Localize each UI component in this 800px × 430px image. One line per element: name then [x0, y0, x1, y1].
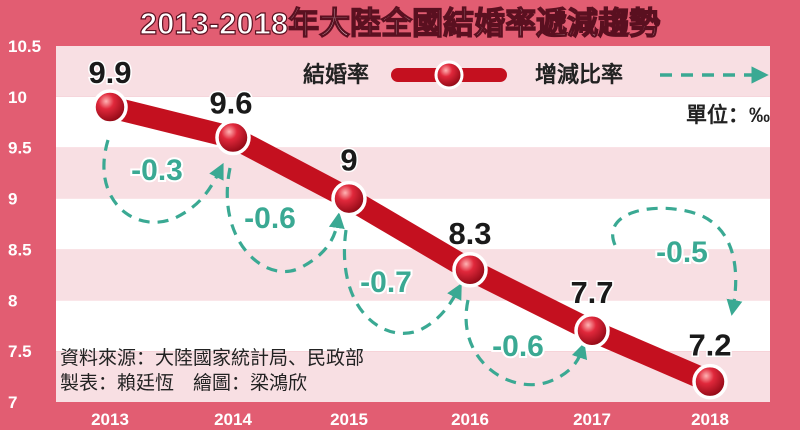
y-tick-label: 9.5: [8, 139, 32, 158]
y-axis: 7 7.5 8 8.5 9 9.5 10 10.5: [8, 37, 41, 412]
y-tick-label: 7: [8, 393, 17, 412]
y-tick-label: 8.5: [8, 240, 32, 259]
plot-band: [56, 249, 770, 301]
data-label: 9.9: [88, 55, 131, 90]
y-tick-label: 9: [8, 190, 17, 209]
legend-label-rate: 結婚率: [303, 62, 369, 87]
change-arrow: [611, 206, 743, 316]
series-line: [99, 96, 721, 393]
x-tick-label: 2015: [330, 410, 368, 429]
data-point: [92, 89, 128, 125]
change-label: -0.7: [360, 266, 412, 299]
plot-bands: [56, 46, 770, 402]
data-point: [574, 313, 610, 349]
change-arrow: [464, 299, 588, 387]
data-label: 9.6: [209, 86, 252, 121]
data-label: 8.3: [448, 216, 491, 251]
data-point: [331, 180, 367, 217]
legend-rate-marker: [434, 60, 464, 90]
data-label: 7.7: [570, 275, 613, 310]
change-arrows: -0.3 -0.6 -0.7 -0.6 -0.5: [102, 139, 743, 387]
x-axis: 2013 2014 2015 2016 2017 2018: [91, 410, 729, 429]
change-label: -0.5: [656, 236, 708, 269]
x-tick-label: 2014: [214, 410, 252, 429]
x-tick-label: 2016: [451, 410, 489, 429]
x-tick-label: 2017: [573, 410, 611, 429]
plot-band: [56, 147, 770, 199]
unit-label: 單位：‰: [686, 103, 770, 127]
change-arrow: [342, 229, 462, 335]
legend-label-change: 增減比率: [535, 62, 623, 87]
change-label: -0.6: [492, 330, 544, 363]
y-tick-label: 7.5: [8, 342, 32, 361]
change-arrow: [225, 167, 345, 274]
y-tick-label: 8: [8, 291, 17, 310]
y-tick-label: 10.5: [8, 37, 41, 56]
change-label: -0.3: [131, 154, 183, 187]
data-point: [692, 363, 728, 400]
data-point: [452, 252, 488, 288]
legend: 結婚率 增減比率: [303, 60, 769, 90]
x-tick-label: 2013: [91, 410, 129, 429]
data-point: [215, 119, 251, 156]
source-note: 資料來源：大陸國家統計局、民政部: [60, 347, 364, 369]
plot-band: [56, 300, 770, 352]
x-tick-label: 2018: [691, 410, 729, 429]
marriage-rate-series: 9.9 9.6 9 8.3 7.7 7.2: [87, 54, 733, 400]
chart-title: 2013-2018年大陸全國結婚率遞減趨勢: [140, 6, 660, 41]
data-label: 7.2: [688, 328, 731, 363]
credits-note: 製表：賴廷恆 繪圖：梁鴻欣: [60, 372, 307, 394]
change-label: -0.6: [244, 202, 296, 235]
data-label: 9: [340, 143, 357, 178]
change-arrow: [102, 139, 224, 224]
y-tick-label: 10: [8, 88, 27, 107]
